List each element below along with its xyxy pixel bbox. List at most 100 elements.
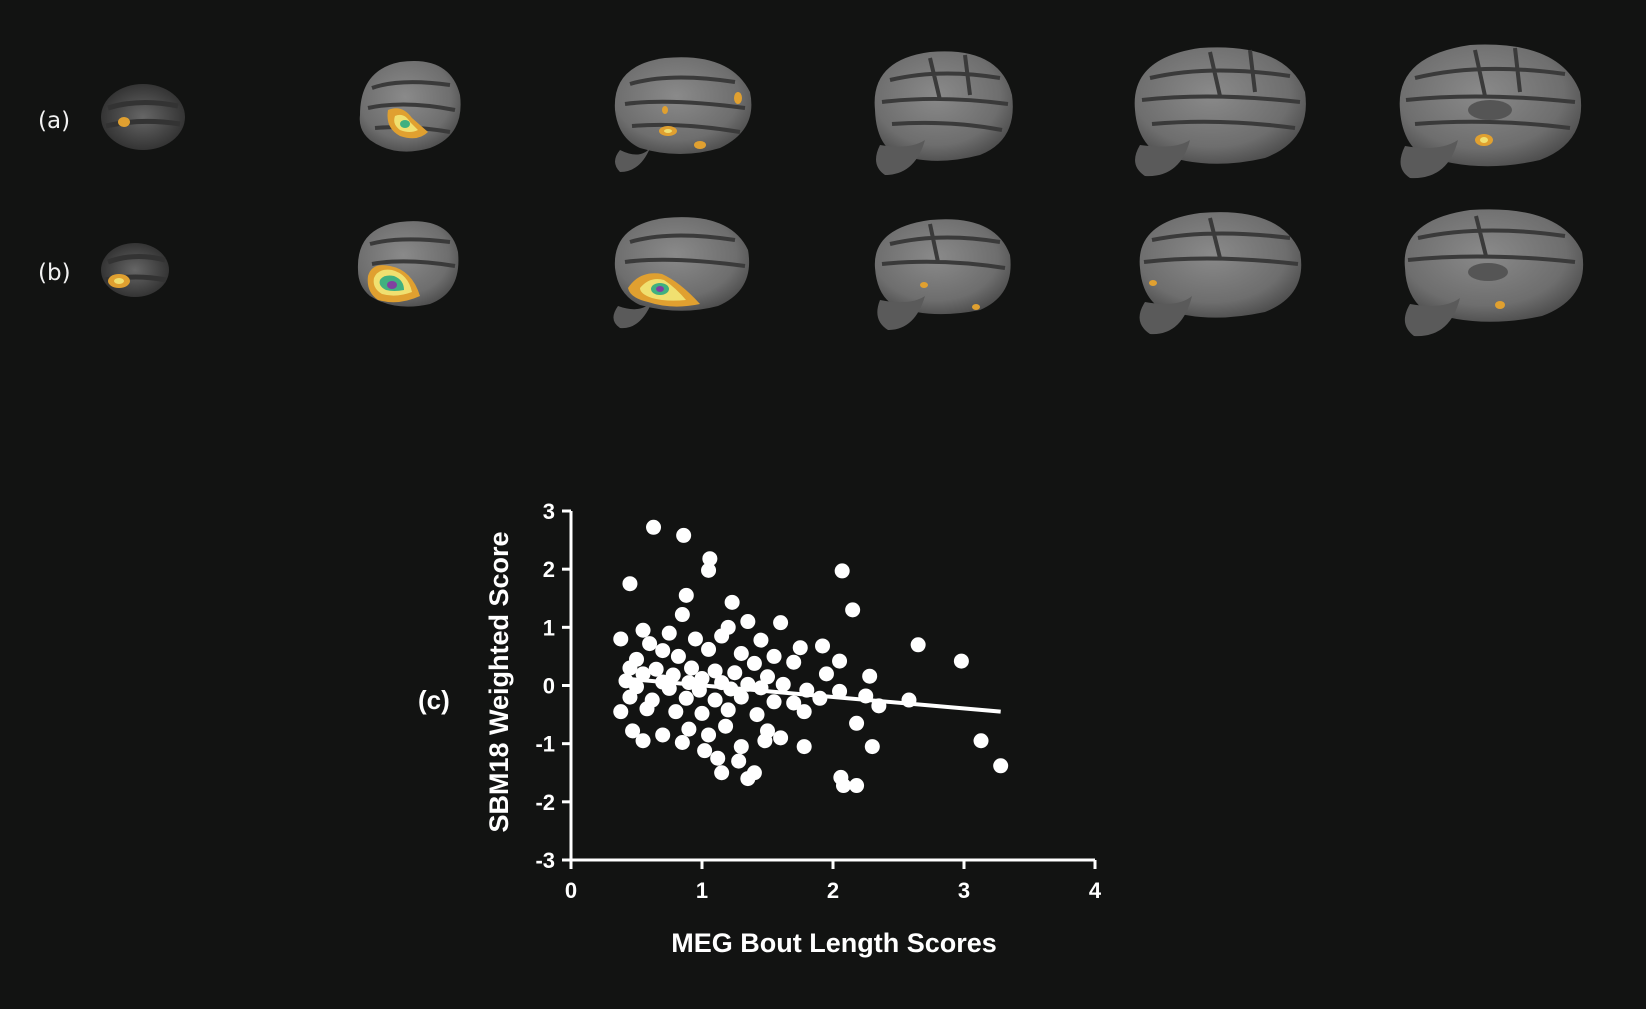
data-point [786, 654, 802, 670]
brain-slice-a6 [1399, 44, 1582, 179]
y-tick-label: 0 [543, 674, 555, 699]
data-point [753, 632, 769, 648]
data-point [697, 743, 713, 759]
data-point [694, 705, 710, 721]
data-point [849, 778, 865, 794]
brain-row-b [101, 209, 1584, 337]
data-point [731, 753, 747, 769]
data-point [786, 695, 802, 711]
data-point [622, 689, 638, 705]
data-point [655, 727, 671, 743]
data-point [862, 668, 878, 684]
data-point [760, 669, 775, 685]
data-point [733, 646, 749, 662]
data-point [724, 594, 740, 610]
data-point [864, 739, 880, 755]
data-point [639, 701, 655, 717]
data-point [766, 694, 782, 710]
panel-label-b: (b) [38, 260, 71, 286]
brain-slice-b4 [874, 219, 1011, 330]
data-point [718, 718, 734, 734]
data-point [613, 631, 629, 647]
brain-slice-b6 [1404, 209, 1584, 337]
data-point [710, 750, 726, 766]
chart-trendline [623, 676, 1001, 714]
data-point [733, 739, 749, 755]
data-point [613, 704, 629, 720]
data-point [832, 653, 848, 669]
y-tick-label: 3 [543, 499, 555, 524]
data-point [796, 704, 812, 720]
data-point [953, 653, 969, 669]
brain-slice-a4 [874, 51, 1013, 175]
data-point [834, 563, 850, 579]
data-point [676, 527, 692, 543]
data-point [815, 638, 831, 654]
data-point [622, 660, 638, 676]
data-point [635, 666, 651, 682]
data-point [661, 625, 677, 641]
data-point [775, 676, 791, 692]
data-point [622, 576, 638, 592]
data-point [773, 730, 789, 746]
data-point [648, 661, 664, 677]
brain-slice-b2 [357, 221, 459, 307]
data-point [792, 640, 808, 656]
data-point [635, 733, 651, 749]
data-point [674, 607, 690, 623]
data-point [849, 715, 865, 731]
data-point [818, 666, 834, 682]
data-point [702, 551, 718, 567]
brain-slice-b1 [101, 243, 169, 297]
chart-axes: 0 1 2 3 4 3 2 1 0 -1 -2 -3 [535, 499, 1101, 903]
brain-slice-a1 [101, 84, 185, 150]
data-point [687, 631, 703, 647]
data-point [625, 723, 641, 739]
y-tick-label: -1 [535, 732, 555, 757]
data-point [646, 519, 662, 535]
data-point [681, 721, 697, 737]
data-point [635, 622, 651, 638]
data-point [835, 778, 851, 794]
brain-slice-a2 [359, 60, 461, 152]
data-point [749, 707, 765, 723]
data-point [832, 683, 848, 699]
x-axis-label: MEG Bout Length Scores [671, 928, 997, 958]
data-point [746, 655, 762, 671]
x-tick-label: 4 [1089, 878, 1102, 903]
data-point [845, 602, 861, 618]
data-point [812, 690, 828, 706]
x-tick-label: 2 [827, 878, 839, 903]
data-point [796, 739, 812, 755]
data-point [720, 702, 736, 718]
data-point [973, 733, 989, 749]
data-point [993, 758, 1009, 774]
chart-points [613, 519, 1009, 794]
data-point [670, 648, 686, 664]
data-point [707, 663, 723, 679]
data-point [910, 637, 926, 653]
regression-line [623, 676, 1001, 714]
y-tick-label: -3 [535, 848, 555, 873]
x-tick-label: 3 [958, 878, 970, 903]
y-tick-label: 1 [543, 615, 555, 640]
data-point [701, 727, 717, 743]
data-point [684, 660, 700, 676]
data-point [707, 692, 723, 708]
data-point [655, 643, 671, 659]
data-point [773, 615, 789, 631]
data-point [668, 704, 684, 720]
data-point [733, 689, 749, 705]
brain-slice-b5 [1139, 212, 1302, 335]
y-tick-label: -2 [535, 790, 555, 815]
scatter-chart: 0 1 2 3 4 3 2 1 0 -1 -2 -3 MEG Bout Length Scores S… [484, 499, 1102, 958]
data-point [714, 628, 730, 644]
data-point [727, 665, 743, 681]
data-point [678, 690, 694, 706]
data-point [701, 562, 717, 578]
data-point [674, 735, 690, 751]
x-tick-label: 0 [565, 878, 577, 903]
data-point [757, 733, 773, 749]
data-point [694, 671, 710, 687]
data-point [740, 771, 756, 787]
